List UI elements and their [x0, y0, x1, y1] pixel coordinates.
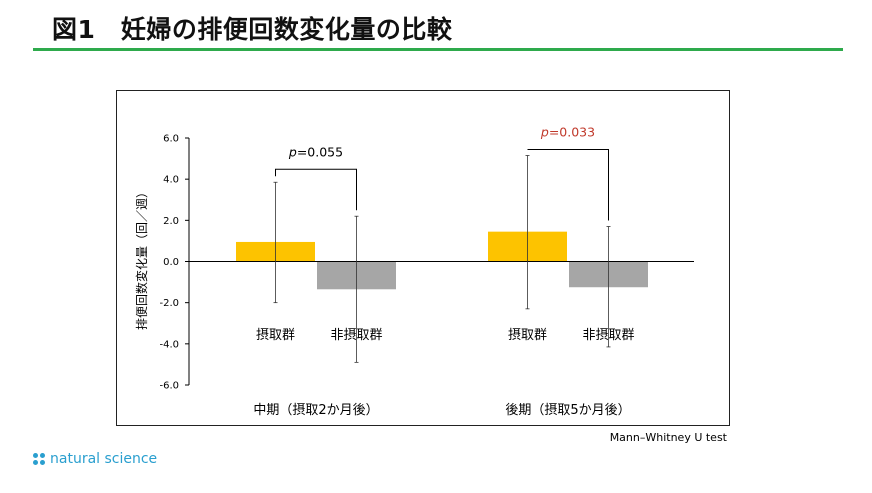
group-label: 後期（摂取5か月後）	[505, 402, 630, 418]
significance-bracket	[527, 148, 609, 221]
bar-label: 摂取群	[508, 327, 547, 343]
bars	[236, 231, 648, 290]
y-tick-label: 4.0	[163, 175, 179, 186]
group-label: 中期（摂取2か月後）	[253, 402, 378, 418]
y-axis: 6.0 4.0 2.0 0.0 -2.0 -4.0 -6.0	[159, 134, 190, 392]
y-tick-label: 6.0	[163, 134, 179, 145]
significance-brackets: p=0.055 p=0.033	[275, 124, 609, 221]
significance-bracket	[275, 168, 357, 211]
bar-label: 非摂取群	[330, 327, 382, 343]
error-bars	[273, 155, 611, 363]
brand-name: natural science	[50, 451, 158, 467]
bar-label: 摂取群	[256, 327, 295, 343]
title-underline	[33, 48, 843, 51]
p-value-label: p=0.033	[540, 124, 595, 139]
brand-logo: natural science	[33, 451, 157, 467]
chart-frame	[116, 90, 730, 426]
y-tick-label: -6.0	[159, 381, 179, 392]
brand-dots-icon	[33, 453, 45, 465]
page-title: 図1 妊婦の排便回数変化量の比較	[52, 15, 453, 44]
y-tick-label: -4.0	[159, 339, 179, 350]
y-axis-label: 排便回数変化量（回／週）	[134, 186, 149, 330]
y-tick-label: 0.0	[163, 257, 179, 268]
y-tick-label: 2.0	[163, 216, 179, 227]
p-value-label: p=0.055	[288, 144, 343, 159]
footnote: Mann–Whitney U test	[609, 431, 727, 444]
bar-label: 非摂取群	[582, 327, 634, 343]
y-tick-label: -2.0	[159, 298, 179, 309]
